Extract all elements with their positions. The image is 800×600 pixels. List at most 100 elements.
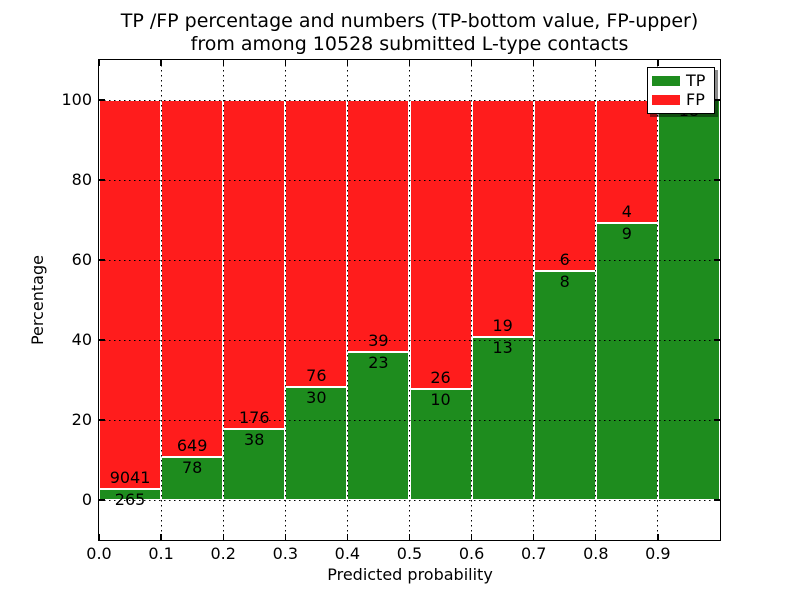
x-tickmark xyxy=(470,534,473,540)
bar-tp-count: 23 xyxy=(368,352,389,372)
bar-tp-count: 10 xyxy=(430,389,451,409)
y-tick-label: 20 xyxy=(71,410,92,429)
gridline-vertical xyxy=(533,60,535,540)
x-tickmark xyxy=(533,534,535,540)
x-tickmark-top xyxy=(284,60,286,66)
y-tick-label: 100 xyxy=(61,90,92,109)
y-tickmark xyxy=(99,339,105,341)
gridline-vertical xyxy=(160,60,162,540)
x-tickmark-top xyxy=(470,60,473,66)
bar-tp-segment xyxy=(409,388,472,500)
legend-item-tp: TP xyxy=(652,70,710,90)
bar-fp-segment xyxy=(347,100,410,352)
x-tickmark xyxy=(98,534,100,540)
x-tickmark-top xyxy=(595,60,597,66)
y-tickmark xyxy=(99,259,105,261)
tp-legend-swatch xyxy=(652,75,680,86)
bar-tp-segment xyxy=(595,223,658,500)
x-tick-label: 0.5 xyxy=(396,544,423,563)
bar-tp-segment xyxy=(471,337,534,500)
gridline-vertical xyxy=(657,60,659,540)
legend: TP FP xyxy=(647,67,715,114)
y-tickmark-right xyxy=(714,339,720,341)
y-tickmark xyxy=(99,419,105,421)
x-tickmark-top xyxy=(160,60,162,66)
x-tickmark-top xyxy=(346,60,349,66)
y-tick-label: 80 xyxy=(71,170,92,189)
x-tickmark xyxy=(657,534,659,540)
bar-tp-segment xyxy=(99,488,162,500)
x-tickmark xyxy=(284,534,286,540)
bar-tp-count: 9 xyxy=(621,224,632,244)
bar-tp-count: 78 xyxy=(181,458,203,478)
x-tickmark-top xyxy=(98,60,100,66)
bar-fp-count: 9041 xyxy=(109,467,151,487)
y-tick-label: 60 xyxy=(71,250,92,269)
gridline-vertical xyxy=(346,60,348,540)
legend-item-fp: FP xyxy=(652,91,710,109)
gridline-vertical xyxy=(284,60,286,540)
y-tickmark-right xyxy=(714,419,720,421)
x-tickmark xyxy=(160,534,162,540)
x-tick-label: 0.4 xyxy=(334,544,361,563)
y-tickmark xyxy=(99,499,105,501)
tp-legend-label: TP xyxy=(686,70,706,90)
x-tickmark xyxy=(222,534,224,540)
bar-tp-count: 13 xyxy=(492,338,513,358)
y-tickmark-right xyxy=(714,259,720,261)
y-tickmark xyxy=(99,99,105,101)
bar-tp-segment xyxy=(285,386,348,500)
chart-title-line2: from among 10528 submitted L-type contac… xyxy=(190,33,629,55)
x-tickmark-top xyxy=(222,60,224,66)
bar-tp-count: 8 xyxy=(559,272,570,292)
bar-fp-segment xyxy=(161,100,224,458)
x-tick-label: 0.7 xyxy=(520,544,547,563)
chart-title: TP /FP percentage and numbers (TP-bottom… xyxy=(109,10,710,56)
bar-fp-count: 176 xyxy=(238,407,270,427)
fp-legend-label: FP xyxy=(686,90,705,110)
bar-fp-segment xyxy=(285,100,348,387)
bar-fp-count: 26 xyxy=(430,367,451,387)
bar-tp-segment xyxy=(161,457,224,500)
x-tickmark-top xyxy=(533,60,535,66)
chart-title-line1: TP /FP percentage and numbers (TP-bottom… xyxy=(120,10,699,32)
y-tickmark-right xyxy=(714,99,720,101)
bar-fp-segment xyxy=(409,100,472,389)
bar-tp-segment xyxy=(657,100,720,500)
x-tick-label: 0.3 xyxy=(272,544,299,563)
bar-fp-count: 649 xyxy=(176,436,208,456)
bar-tp-segment xyxy=(347,351,410,500)
bar-fp-count: 6 xyxy=(559,250,570,270)
gridline-vertical xyxy=(222,60,224,540)
bar-fp-segment xyxy=(99,100,162,489)
bar-fp-segment xyxy=(533,100,596,272)
x-tickmark xyxy=(595,534,597,540)
bar-tp-count: 30 xyxy=(306,387,327,407)
x-tickmark-top xyxy=(408,60,411,66)
bar-fp-segment xyxy=(223,100,286,429)
y-tickmark-right xyxy=(714,499,720,501)
bar-fp-count: 76 xyxy=(306,365,327,385)
x-tickmark-top xyxy=(657,60,659,66)
x-tick-label: 0.8 xyxy=(583,544,609,563)
y-tickmark-right xyxy=(714,179,720,181)
bar-fp-count: 19 xyxy=(492,316,513,336)
bar-fp-segment xyxy=(471,100,534,338)
y-tick-label: 0 xyxy=(81,490,92,509)
bar-fp-count: 4 xyxy=(621,202,632,222)
y-axis-label: Percentage xyxy=(28,255,47,346)
fp-legend-swatch xyxy=(652,95,680,106)
bar-fp-segment xyxy=(595,100,658,224)
bar-tp-count: 38 xyxy=(244,429,265,449)
gridline-vertical xyxy=(471,60,473,540)
bar-fp-count: 39 xyxy=(368,330,389,350)
gridline-vertical xyxy=(595,60,597,540)
x-axis-label: Predicted probability xyxy=(327,565,493,584)
bar-tp-segment xyxy=(223,428,286,500)
x-tick-label: 0.6 xyxy=(458,544,485,563)
gridline-vertical xyxy=(409,60,410,540)
bar-tp-count: 265 xyxy=(114,489,146,509)
x-tick-label: 0.1 xyxy=(148,544,174,563)
x-tickmark xyxy=(408,534,411,540)
